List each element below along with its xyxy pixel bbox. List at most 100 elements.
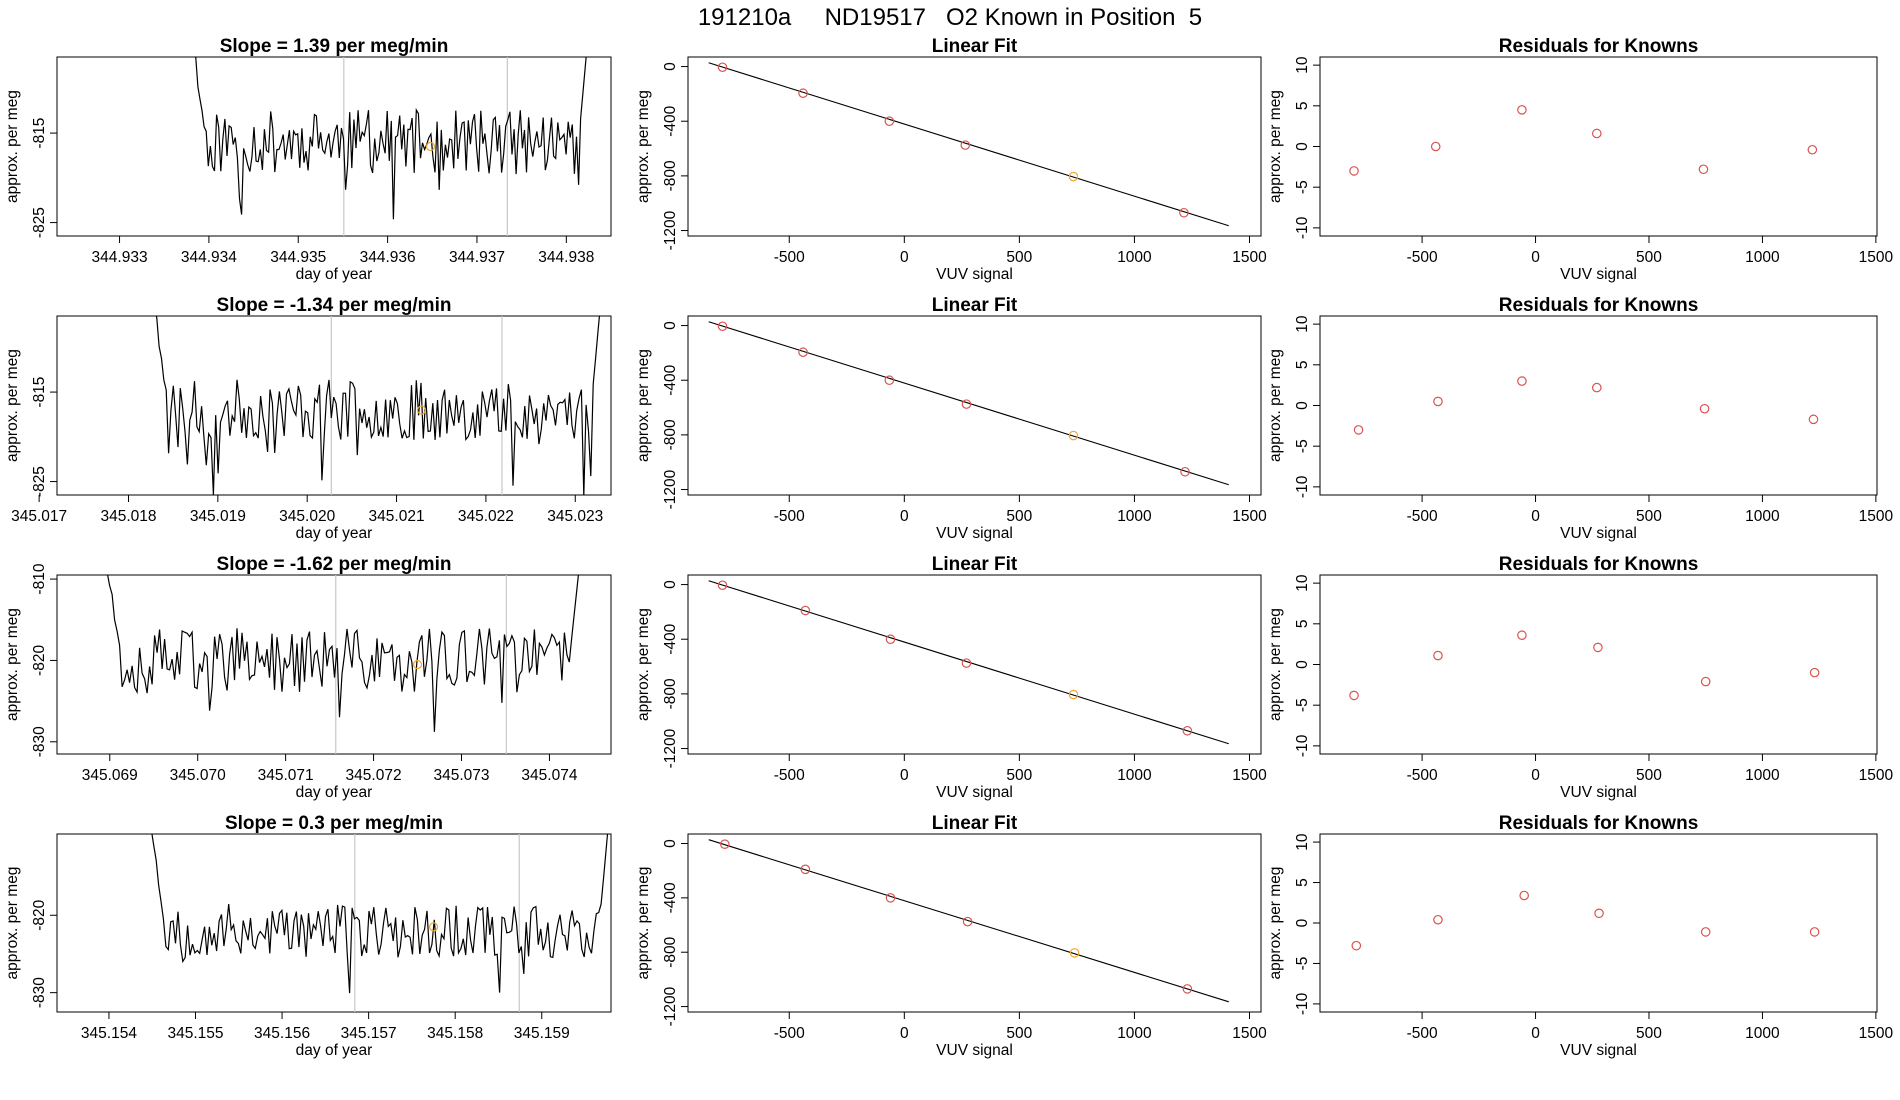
x-axis-label: day of year bbox=[296, 784, 373, 801]
y-tick-label: -830 bbox=[31, 726, 48, 757]
y-tick-label: -820 bbox=[31, 645, 48, 676]
x-tick-label: 345.069 bbox=[82, 767, 138, 784]
x-axis-label: day of year bbox=[296, 266, 373, 283]
plot-title: Residuals for Knowns bbox=[1499, 813, 1699, 834]
x-axis-label: VUV signal bbox=[1560, 266, 1637, 283]
time-series-line bbox=[194, 57, 587, 220]
data-point bbox=[885, 893, 896, 903]
x-tick-label: 344.935 bbox=[270, 249, 326, 266]
plot-data bbox=[194, 57, 587, 236]
y-tick-label: -400 bbox=[662, 105, 679, 136]
highlight-point bbox=[1068, 689, 1079, 700]
highlight-point bbox=[425, 141, 436, 152]
x-tick-label: -500 bbox=[774, 1025, 805, 1042]
y-tick-label: 10 bbox=[1294, 574, 1311, 592]
plot-frame bbox=[687, 56, 1262, 237]
y-tick-label: -1200 bbox=[662, 469, 679, 509]
plot-frame bbox=[1319, 56, 1878, 237]
y-axis-label: approx. per meg bbox=[1267, 867, 1284, 980]
y-tick-label: -815 bbox=[31, 118, 48, 149]
x-tick-label: 344.938 bbox=[538, 249, 594, 266]
x-axis-label: day of year bbox=[296, 525, 373, 542]
y-tick-label: -1200 bbox=[662, 210, 679, 250]
fit-line bbox=[708, 839, 1229, 1003]
plot-frame bbox=[56, 833, 612, 1013]
x-axis-label: VUV signal bbox=[936, 1042, 1013, 1059]
highlight-point bbox=[428, 922, 439, 932]
y-tick-label: -800 bbox=[662, 936, 679, 967]
x-tick-label: 1000 bbox=[1117, 1025, 1152, 1042]
chart-panel-lf2: Linear Fit -500 0 500 1000 1500 0 -400 -800 -1200… bbox=[635, 295, 1267, 542]
y-tick-label: 0 bbox=[1294, 142, 1311, 151]
data-point bbox=[961, 658, 972, 668]
x-tick-label: -500 bbox=[1407, 508, 1438, 525]
y-axis-label: approx. per meg bbox=[635, 867, 652, 980]
y-tick-label: 10 bbox=[1294, 833, 1311, 851]
y-tick-label: -810 bbox=[31, 563, 48, 594]
data-point bbox=[960, 140, 971, 150]
data-point bbox=[1353, 425, 1364, 435]
data-point bbox=[1593, 642, 1603, 653]
y-tick-label: -800 bbox=[662, 678, 679, 709]
y-axis-label: approx. per meg bbox=[635, 90, 652, 203]
data-point bbox=[717, 580, 728, 591]
y-tick-label: 5 bbox=[1294, 361, 1311, 370]
plot-title: Slope = -1.34 per meg/min bbox=[217, 295, 452, 316]
data-point bbox=[1807, 144, 1818, 155]
y-tick-label: -815 bbox=[31, 377, 48, 408]
plot-data bbox=[107, 575, 579, 754]
y-tick-label: -5 bbox=[1294, 439, 1311, 453]
x-tick-label: 1000 bbox=[1117, 767, 1152, 784]
data-point bbox=[720, 839, 730, 849]
plot-title: Slope = -1.62 per meg/min bbox=[217, 554, 452, 575]
chart-panel-rs1: Residuals for Knowns -500 0 500 1000 1500 10 5 0… bbox=[1267, 36, 1893, 283]
plot-frame bbox=[56, 574, 612, 755]
x-tick-label: 0 bbox=[1531, 249, 1540, 266]
y-tick-label: -800 bbox=[662, 160, 679, 191]
data-point bbox=[1182, 725, 1193, 736]
data-point bbox=[1809, 927, 1820, 937]
plot-title: Linear Fit bbox=[932, 36, 1018, 57]
data-point bbox=[1349, 166, 1359, 176]
data-point bbox=[885, 634, 896, 645]
y-tick-label: 10 bbox=[1294, 56, 1311, 74]
x-tick-label: 1000 bbox=[1745, 767, 1780, 784]
data-point bbox=[1351, 940, 1362, 951]
plot-frame bbox=[1319, 833, 1878, 1013]
y-tick-label: -10 bbox=[1294, 992, 1311, 1015]
x-tick-label: -500 bbox=[774, 767, 805, 784]
plot-data bbox=[708, 62, 1229, 227]
y-tick-label: -825 bbox=[31, 207, 48, 238]
x-tick-label: 1500 bbox=[1232, 508, 1267, 525]
x-tick-label: 345.019 bbox=[190, 508, 246, 525]
data-point bbox=[1517, 105, 1527, 115]
data-point bbox=[1808, 414, 1819, 425]
data-point bbox=[1517, 630, 1527, 641]
highlight-point bbox=[1069, 948, 1080, 958]
x-tick-label: 345.154 bbox=[81, 1025, 137, 1042]
x-tick-label: -500 bbox=[1407, 1025, 1438, 1042]
x-tick-label: 500 bbox=[1006, 1025, 1032, 1042]
fit-line bbox=[708, 580, 1229, 745]
y-tick-label: 0 bbox=[1294, 401, 1311, 410]
x-tick-label: 345.157 bbox=[341, 1025, 397, 1042]
x-tick-label: 0 bbox=[1531, 508, 1540, 525]
x-tick-label: 344.936 bbox=[360, 249, 416, 266]
y-axis-label: approx. per meg bbox=[1267, 349, 1284, 462]
x-axis-label: VUV signal bbox=[936, 266, 1013, 283]
plot-title: Residuals for Knowns bbox=[1499, 554, 1699, 575]
plot-frame bbox=[687, 574, 1262, 755]
y-tick-label: 0 bbox=[662, 62, 679, 71]
data-point bbox=[798, 347, 808, 358]
x-tick-label: 500 bbox=[1006, 508, 1032, 525]
highlight-point bbox=[412, 659, 423, 670]
fit-line bbox=[708, 62, 1229, 227]
x-tick-label: 345.020 bbox=[279, 508, 335, 525]
chart-panel-lf3: Linear Fit -500 0 500 1000 1500 0 -400 -800 -1200… bbox=[635, 554, 1267, 801]
y-axis-label: approx. per meg bbox=[4, 349, 21, 462]
highlight-point bbox=[416, 405, 427, 415]
x-tick-label: 500 bbox=[1636, 508, 1662, 525]
x-tick-label: 345.023 bbox=[547, 508, 603, 525]
y-tick-label: 5 bbox=[1294, 878, 1311, 887]
